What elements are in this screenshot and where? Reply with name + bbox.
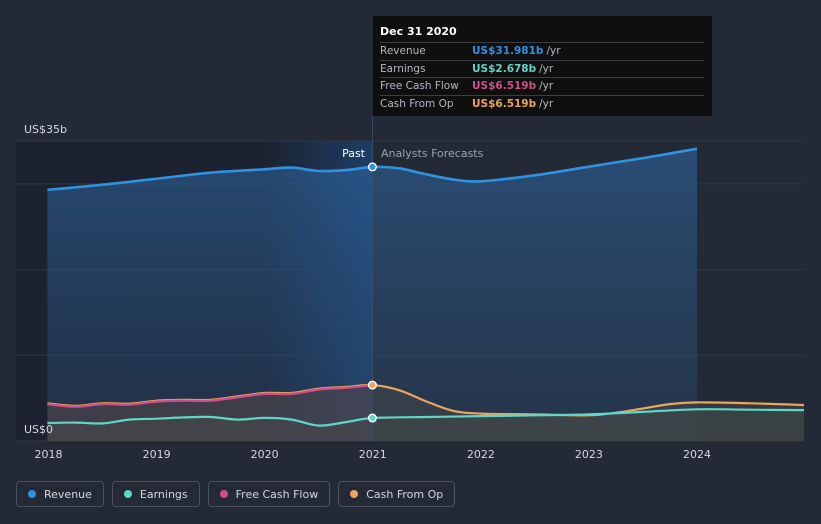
- x-tick-label: 2022: [467, 448, 495, 461]
- tooltip-value: US$6.519b: [472, 97, 537, 110]
- tooltip-value: US$2.678b: [472, 62, 537, 75]
- line-free-cash-flow: [47, 384, 373, 408]
- tooltip-row-cash-from-op: Cash From Op US$6.519b /yr: [380, 94, 704, 113]
- marker-cash-from-op: [367, 380, 377, 390]
- forecast-label: Analysts Forecasts: [381, 147, 484, 160]
- x-tick-label: 2020: [251, 448, 279, 461]
- legend-item-earnings[interactable]: Earnings: [111, 481, 200, 507]
- legend-item-revenue[interactable]: Revenue: [16, 481, 104, 507]
- legend-label: Free Cash Flow: [235, 487, 319, 501]
- y-tick-label-top: US$35b: [24, 123, 67, 136]
- legend-dot-icon: [350, 490, 359, 498]
- tooltip-unit: /yr: [539, 80, 554, 93]
- hover-markers: [367, 162, 377, 423]
- x-tick-label: 2021: [359, 448, 387, 461]
- tooltip-label: Cash From Op: [380, 97, 454, 110]
- x-tick-label: 2024: [683, 448, 711, 461]
- y-tick-label-bottom: US$0: [24, 423, 53, 436]
- legend-dot-icon: [219, 490, 228, 498]
- x-tick-label: 2023: [575, 448, 603, 461]
- tooltip-unit: /yr: [546, 45, 561, 58]
- tooltip-unit: /yr: [539, 97, 554, 110]
- tooltip-label: Free Cash Flow: [380, 80, 459, 93]
- tooltip-row-earnings: Earnings US$2.678b /yr: [380, 59, 704, 78]
- legend-label: Cash From Op: [366, 487, 444, 501]
- past-label: Past: [342, 147, 366, 160]
- x-tick-label: 2019: [143, 448, 171, 461]
- legend-dot-icon: [123, 490, 132, 498]
- tooltip-value: US$31.981b: [472, 45, 544, 58]
- x-axis-ticks: 2018 2019 2020 2021 2022 2023 2024: [35, 448, 712, 461]
- tooltip-value: US$6.519b: [472, 80, 537, 93]
- series-areas: [47, 148, 804, 441]
- line-earnings: [47, 408, 805, 427]
- tooltip-label: Revenue: [380, 45, 426, 58]
- legend-label: Revenue: [44, 487, 92, 501]
- legend-item-cash-from-op[interactable]: Cash From Op: [338, 481, 456, 507]
- chart-legend: Revenue Earnings Free Cash Flow Cash Fro…: [16, 481, 456, 507]
- area-earnings: [47, 409, 804, 441]
- tooltip-row-free-cash-flow: Free Cash Flow US$6.519b /yr: [380, 77, 704, 95]
- tooltip-row-revenue: Revenue US$31.981b /yr: [380, 42, 704, 60]
- x-tick-label: 2018: [35, 448, 63, 461]
- tooltip-label: Earnings: [380, 62, 426, 75]
- legend-item-free-cash-flow[interactable]: Free Cash Flow: [207, 481, 331, 507]
- legend-label: Earnings: [139, 487, 188, 501]
- tooltip-date: Dec 31 2020: [380, 25, 457, 38]
- marker-revenue: [367, 162, 377, 172]
- marker-earnings: [367, 413, 377, 423]
- legend-dot-icon: [28, 490, 36, 498]
- tooltip-unit: /yr: [539, 62, 554, 75]
- area-cash-from-op: [47, 384, 804, 441]
- hover-tooltip: Dec 31 2020 Revenue US$31.981b /yr Earni…: [373, 16, 712, 116]
- area-free-cash-flow: [47, 385, 373, 441]
